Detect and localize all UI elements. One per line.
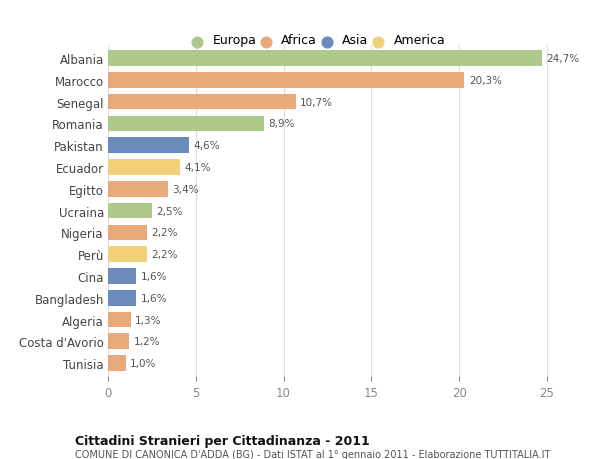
Text: 4,6%: 4,6%: [193, 141, 220, 151]
Text: 1,3%: 1,3%: [135, 315, 162, 325]
Bar: [108, 312, 131, 328]
Text: 8,9%: 8,9%: [269, 119, 295, 129]
Text: 2,2%: 2,2%: [151, 228, 178, 238]
Text: 2,2%: 2,2%: [151, 250, 178, 260]
Text: 2,5%: 2,5%: [156, 206, 183, 216]
Text: COMUNE DI CANONICA D'ADDA (BG) - Dati ISTAT al 1° gennaio 2011 - Elaborazione TU: COMUNE DI CANONICA D'ADDA (BG) - Dati IS…: [75, 449, 550, 459]
Bar: [108, 203, 152, 219]
Bar: [108, 138, 189, 154]
Bar: [108, 116, 264, 132]
Text: 1,6%: 1,6%: [140, 271, 167, 281]
Bar: [108, 51, 542, 67]
Bar: [108, 269, 136, 284]
Bar: [108, 182, 167, 197]
Text: 10,7%: 10,7%: [300, 97, 333, 107]
Text: 1,0%: 1,0%: [130, 358, 157, 368]
Bar: [108, 290, 136, 306]
Bar: [108, 334, 129, 349]
Text: 4,1%: 4,1%: [184, 162, 211, 173]
Text: Cittadini Stranieri per Cittadinanza - 2011: Cittadini Stranieri per Cittadinanza - 2…: [75, 434, 370, 447]
Bar: [108, 225, 146, 241]
Text: 1,6%: 1,6%: [140, 293, 167, 303]
Text: 24,7%: 24,7%: [546, 54, 579, 64]
Bar: [108, 73, 464, 89]
Bar: [108, 95, 296, 110]
Text: 3,4%: 3,4%: [172, 185, 199, 195]
Legend: Europa, Africa, Asia, America: Europa, Africa, Asia, America: [193, 29, 450, 52]
Text: 20,3%: 20,3%: [469, 76, 502, 86]
Text: 1,2%: 1,2%: [133, 336, 160, 347]
Bar: [108, 356, 125, 371]
Bar: [108, 160, 180, 175]
Bar: [108, 247, 146, 263]
